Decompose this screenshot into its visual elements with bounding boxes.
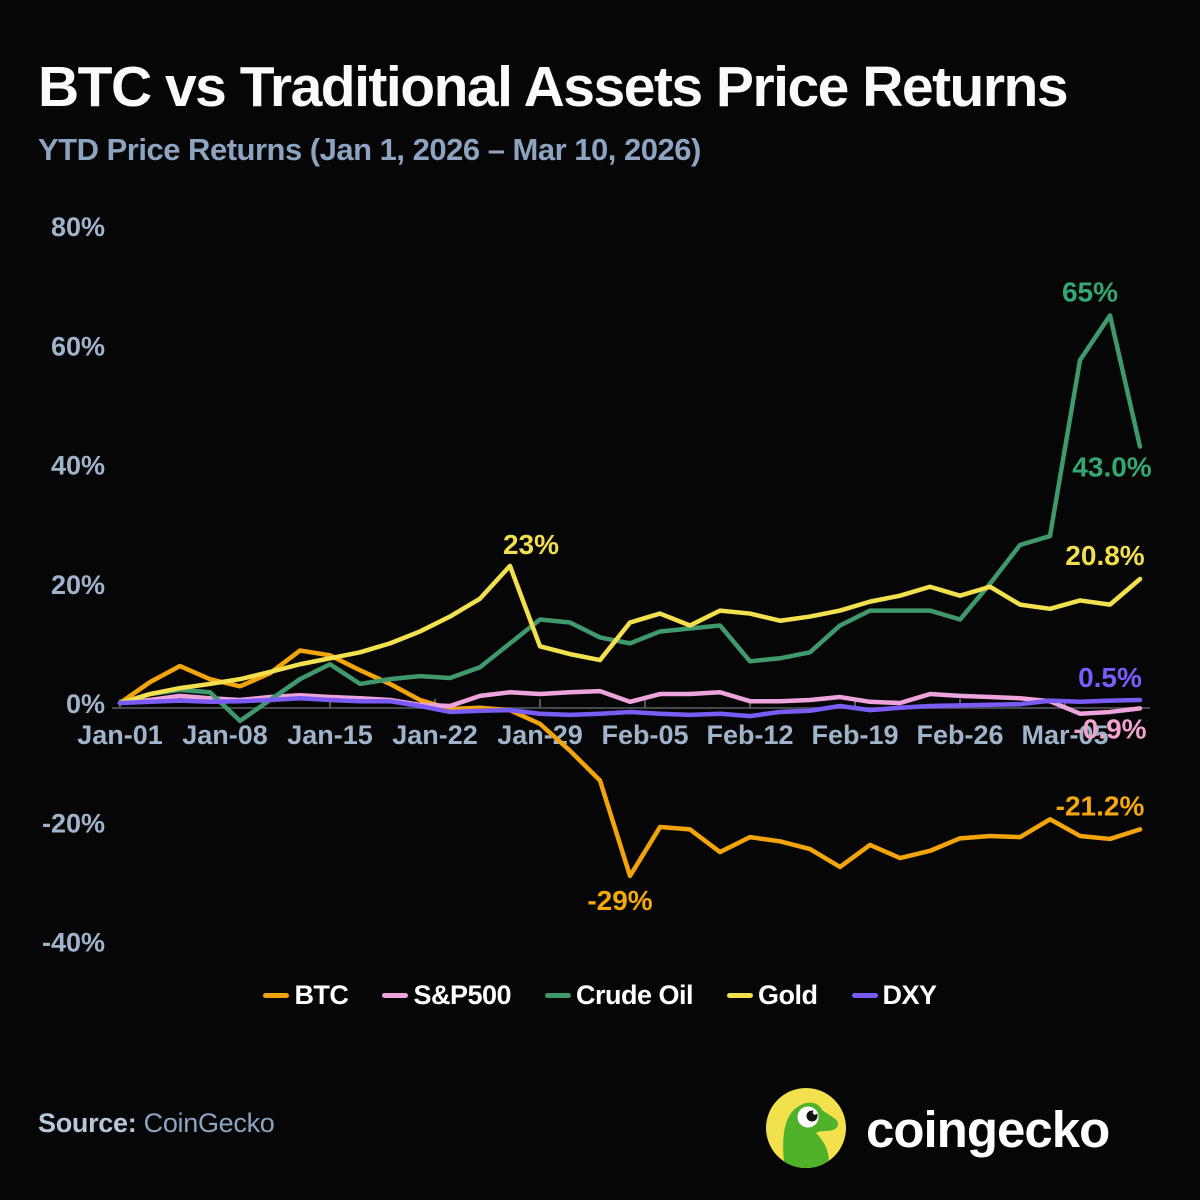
legend-swatch-btc xyxy=(263,993,290,998)
chart-title: BTC vs Traditional Assets Price Returns xyxy=(38,55,1069,119)
x-axis-label: Feb-19 xyxy=(811,720,898,750)
annotation-0-5-: 0.5% xyxy=(1078,662,1142,693)
legend-swatch-crude-oil xyxy=(545,993,572,998)
y-axis-label: -40% xyxy=(42,928,105,958)
annotation--0-9-: -0.9% xyxy=(1073,713,1146,744)
series-line-crude-oil xyxy=(117,313,1143,724)
gecko-icon xyxy=(766,1088,846,1168)
series-line-s-p500 xyxy=(117,688,1143,716)
x-axis-label: Jan-01 xyxy=(77,720,163,750)
y-axis-label: -20% xyxy=(42,808,105,838)
source-note: Source: CoinGecko xyxy=(38,1108,275,1139)
chart-subtitle: YTD Price Returns (Jan 1, 2026 – Mar 10,… xyxy=(38,132,701,167)
y-axis-label: 0% xyxy=(66,689,105,719)
legend-label-s-p500: S&P500 xyxy=(413,980,512,1010)
annotation-43-0-: 43.0% xyxy=(1072,452,1151,483)
series-line-dxy xyxy=(117,695,1143,719)
annotation--21-2-: -21.2% xyxy=(1056,790,1145,821)
annotation-65-: 65% xyxy=(1062,276,1118,307)
series-line-gold xyxy=(117,563,1143,706)
legend-swatch-dxy xyxy=(851,993,878,998)
legend-item-crude-oil: Crude Oil xyxy=(545,980,694,1011)
legend-item-gold: Gold xyxy=(727,980,818,1011)
legend-item-dxy: DXY xyxy=(851,980,938,1011)
annotation-23-: 23% xyxy=(503,529,559,560)
y-axis-label: 40% xyxy=(51,451,105,481)
x-axis-label: Mar-05 xyxy=(1021,720,1108,750)
y-axis-label: 20% xyxy=(51,570,105,600)
annotation-20-8-: 20.8% xyxy=(1065,540,1144,571)
x-axis-label: Jan-22 xyxy=(392,720,478,750)
series-line-btc xyxy=(117,648,1143,879)
legend-swatch-s-p500 xyxy=(382,993,409,998)
annotation--29-: -29% xyxy=(587,885,652,916)
x-axis-label: Feb-05 xyxy=(601,720,688,750)
legend-label-crude-oil: Crude Oil xyxy=(576,980,694,1010)
chart-legend: BTC S&P500 Crude Oil Gold DXY xyxy=(0,980,1200,1011)
coingecko-wordmark: coingecko xyxy=(866,1101,1110,1158)
legend-swatch-gold xyxy=(727,993,754,998)
legend-label-gold: Gold xyxy=(758,980,818,1010)
legend-item-btc: BTC xyxy=(263,980,349,1011)
legend-label-btc: BTC xyxy=(294,980,349,1010)
legend-item-s-p500: S&P500 xyxy=(382,980,512,1011)
x-axis-label: Feb-26 xyxy=(916,720,1003,750)
source-value: CoinGecko xyxy=(143,1108,275,1138)
y-axis-label: 80% xyxy=(51,212,105,242)
x-axis-label: Jan-15 xyxy=(287,720,373,750)
x-axis-label: Feb-12 xyxy=(706,720,793,750)
x-axis-label: Jan-08 xyxy=(182,720,268,750)
source-label: Source: xyxy=(38,1108,137,1138)
y-axis-label: 60% xyxy=(51,331,105,361)
legend-label-dxy: DXY xyxy=(882,980,938,1010)
